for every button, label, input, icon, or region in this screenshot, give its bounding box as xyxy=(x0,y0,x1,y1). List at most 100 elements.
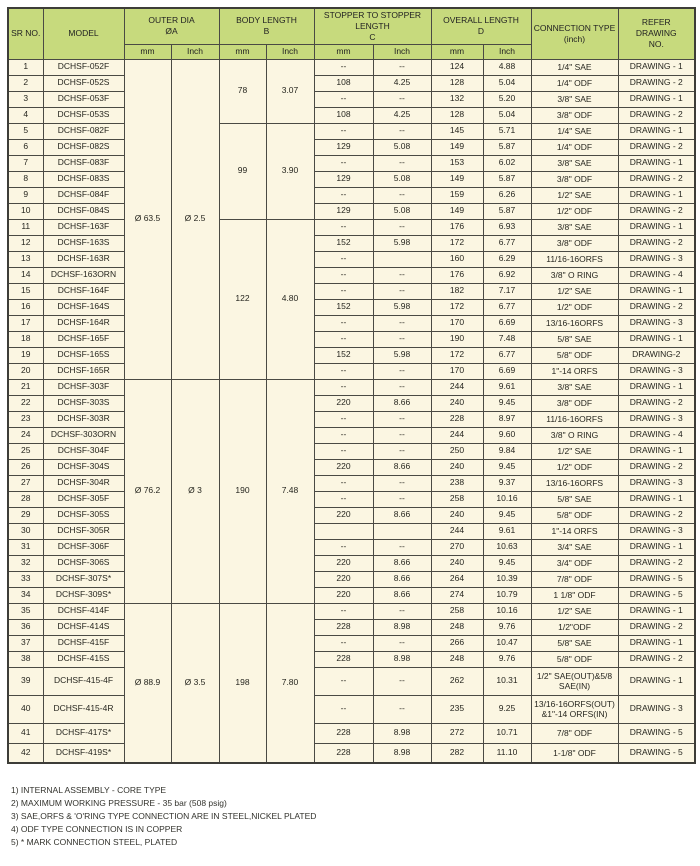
unit-header-body-mm: mm xyxy=(218,43,267,60)
cell-overall-mm: 149 xyxy=(430,170,484,188)
cell-model: DCHSF-304R xyxy=(42,474,125,492)
cell-sr-no: 14 xyxy=(7,266,44,284)
cell-model: DCHSF-303F xyxy=(42,378,125,396)
col-header-outer-dia: OUTER DIA ØA xyxy=(123,7,220,45)
unit-header-body-inch: Inch xyxy=(265,43,315,60)
cell-stopper-inch: 5.98 xyxy=(372,234,432,252)
cell-sr-no: 38 xyxy=(7,650,44,668)
cell-connection-type: 1/2"ODF xyxy=(530,618,619,636)
cell-refer-drawing: DRAWING - 4 xyxy=(617,266,696,284)
cell-overall-mm: 262 xyxy=(430,666,484,696)
cell-model: DCHSF-163R xyxy=(42,250,125,268)
cell-stopper-mm: -- xyxy=(313,666,374,696)
cell-stopper-mm: -- xyxy=(313,378,374,396)
cell-stopper-inch: 8.66 xyxy=(372,570,432,588)
cell-model: DCHSF-303ORN xyxy=(42,426,125,444)
cell-overall-inch: 8.97 xyxy=(482,410,532,428)
cell-refer-drawing: DRAWING - 5 xyxy=(617,742,696,764)
cell-sr-no: 33 xyxy=(7,570,44,588)
cell-outer-dia-inch: Ø 2.5 xyxy=(170,58,220,380)
cell-stopper-mm: 220 xyxy=(313,570,374,588)
cell-stopper-inch: 4.25 xyxy=(372,74,432,92)
cell-overall-inch: 6.26 xyxy=(482,186,532,204)
cell-stopper-mm: 220 xyxy=(313,586,374,604)
table-row: 10 DCHSF-084S 129 5.08 149 5.87 1/2" ODF DRAWIN… xyxy=(7,202,696,220)
cell-stopper-inch: -- xyxy=(372,378,432,396)
cell-overall-mm: 159 xyxy=(430,186,484,204)
cell-connection-type: 3/8" ODF xyxy=(530,394,619,412)
cell-body-length-mm: 122 xyxy=(218,218,267,380)
cell-connection-type: 7/8" ODF xyxy=(530,722,619,744)
cell-connection-type: 13/16-16ORFS xyxy=(530,474,619,492)
cell-overall-mm: 248 xyxy=(430,618,484,636)
cell-refer-drawing: DRAWING - 1 xyxy=(617,58,696,76)
table-row: 28 DCHSF-305F -- -- 258 10.16 5/8" SAE DRAWING … xyxy=(7,490,696,508)
cell-refer-drawing: DRAWING - 2 xyxy=(617,650,696,668)
cell-stopper-mm: 228 xyxy=(313,742,374,764)
cell-stopper-mm: 228 xyxy=(313,650,374,668)
cell-refer-drawing: DRAWING - 2 xyxy=(617,106,696,124)
cell-sr-no: 18 xyxy=(7,330,44,348)
table-row: 12 DCHSF-163S 152 5.98 172 6.77 3/8" ODF DRAWIN… xyxy=(7,234,696,252)
cell-connection-type: 1/4" SAE xyxy=(530,58,619,76)
cell-sr-no: 23 xyxy=(7,410,44,428)
table-row: 24 DCHSF-303ORN -- -- 244 9.60 3/8" O RING DRAW… xyxy=(7,426,696,444)
cell-sr-no: 11 xyxy=(7,218,44,236)
cell-connection-type: 3/8" SAE xyxy=(530,90,619,108)
cell-sr-no: 25 xyxy=(7,442,44,460)
cell-overall-inch: 9.60 xyxy=(482,426,532,444)
table-row: 7 DCHSF-083F -- -- 153 6.02 3/8" SAE DRAWING - … xyxy=(7,154,696,172)
cell-connection-type: 3/8" SAE xyxy=(530,378,619,396)
cell-sr-no: 7 xyxy=(7,154,44,172)
table-row: 38 DCHSF-415S 228 8.98 248 9.76 5/8" ODF DRAWIN… xyxy=(7,650,696,668)
cell-stopper-inch: -- xyxy=(372,490,432,508)
cell-overall-inch: 5.04 xyxy=(482,74,532,92)
cell-stopper-inch: -- xyxy=(372,186,432,204)
cell-model: DCHSF-164S xyxy=(42,298,125,316)
col-header-stopper-length: STOPPER TO STOPPER LENGTH C xyxy=(313,7,432,45)
table-row: 20 DCHSF-165R -- -- 170 6.69 1"-14 ORFS DRAWING… xyxy=(7,362,696,380)
cell-overall-mm: 240 xyxy=(430,394,484,412)
cell-refer-drawing: DRAWING - 3 xyxy=(617,362,696,380)
cell-connection-type: 5/8" SAE xyxy=(530,330,619,348)
table-row: 14 DCHSF-163ORN -- -- 176 6.92 3/8" O RING DRAW… xyxy=(7,266,696,284)
cell-sr-no: 3 xyxy=(7,90,44,108)
cell-model: DCHSF-083S xyxy=(42,170,125,188)
cell-sr-no: 8 xyxy=(7,170,44,188)
cell-overall-mm: 274 xyxy=(430,586,484,604)
cell-refer-drawing: DRAWING - 1 xyxy=(617,378,696,396)
table-row: 9 DCHSF-084F -- -- 159 6.26 1/2" SAE DRAWING - … xyxy=(7,186,696,204)
cell-stopper-inch: 5.08 xyxy=(372,202,432,220)
cell-sr-no: 15 xyxy=(7,282,44,300)
cell-overall-inch: 10.47 xyxy=(482,634,532,652)
cell-model: DCHSF-303R xyxy=(42,410,125,428)
cell-overall-mm: 244 xyxy=(430,522,484,540)
cell-overall-inch: 9.61 xyxy=(482,378,532,396)
cell-sr-no: 16 xyxy=(7,298,44,316)
col-header-body-length: BODY LENGTH B xyxy=(218,7,315,45)
cell-sr-no: 6 xyxy=(7,138,44,156)
cell-stopper-inch: -- xyxy=(372,218,432,236)
cell-sr-no: 40 xyxy=(7,694,44,724)
cell-overall-inch: 6.93 xyxy=(482,218,532,236)
cell-connection-type: 1"-14 ORFS xyxy=(530,522,619,540)
cell-overall-inch: 6.92 xyxy=(482,266,532,284)
table-row: 36 DCHSF-414S 228 8.98 248 9.76 1/2"ODF DRAWING… xyxy=(7,618,696,636)
cell-connection-type: 1/4" ODF xyxy=(530,74,619,92)
cell-model: DCHSF-309S* xyxy=(42,586,125,604)
cell-sr-no: 26 xyxy=(7,458,44,476)
cell-model: DCHSF-084F xyxy=(42,186,125,204)
cell-stopper-mm: -- xyxy=(313,602,374,620)
cell-stopper-mm: -- xyxy=(313,186,374,204)
cell-stopper-mm: -- xyxy=(313,490,374,508)
cell-connection-type: 11/16-16ORFS xyxy=(530,250,619,268)
cell-stopper-inch: 5.08 xyxy=(372,138,432,156)
cell-stopper-mm: -- xyxy=(313,58,374,76)
cell-connection-type: 3/8" ODF xyxy=(530,234,619,252)
col-header-overall-length: OVERALL LENGTH D xyxy=(430,7,532,45)
cell-overall-inch: 11.10 xyxy=(482,742,532,764)
footnotes: 1) INTERNAL ASSEMBLY - CORE TYPE 2) MAXIM… xyxy=(11,784,694,849)
cell-overall-mm: 240 xyxy=(430,458,484,476)
cell-connection-type: 7/8" ODF xyxy=(530,570,619,588)
cell-stopper-inch xyxy=(372,250,432,268)
